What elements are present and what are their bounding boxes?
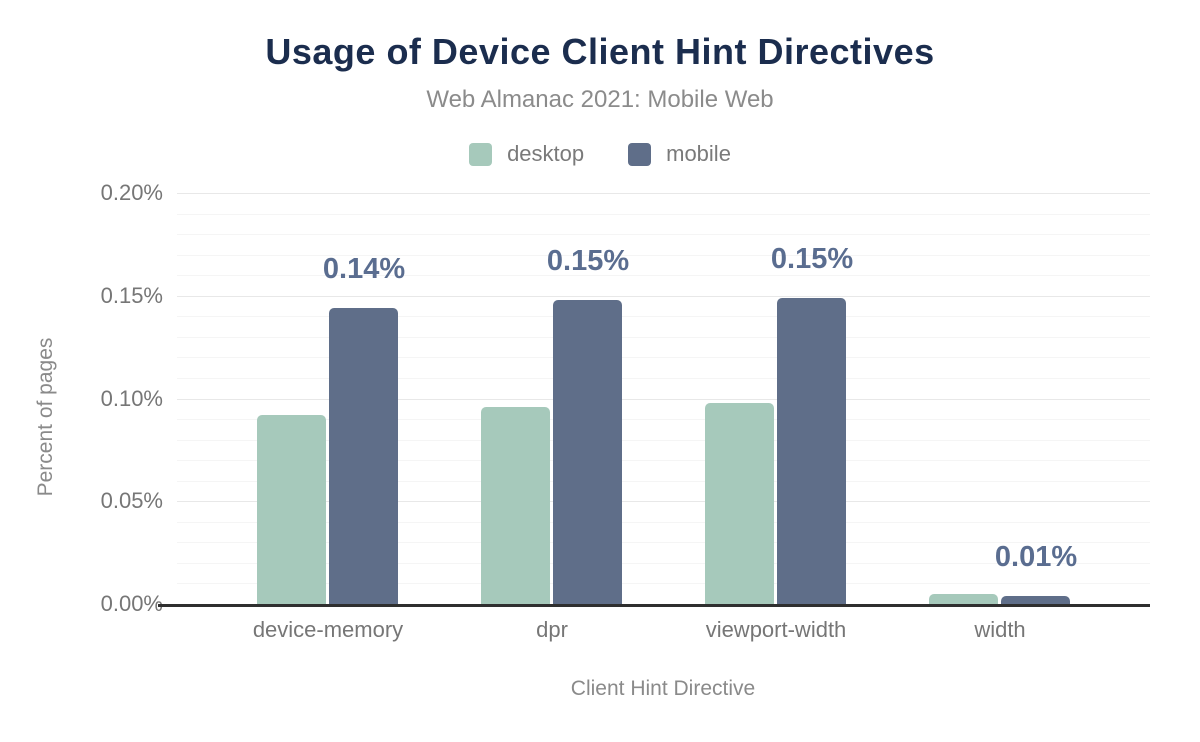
minor-gridline (177, 255, 1150, 256)
minor-gridline (177, 214, 1150, 215)
bar-value-label: 0.01% (994, 541, 1078, 573)
x-tick-label: dpr (536, 617, 568, 642)
minor-gridline (177, 316, 1150, 317)
x-axis-line (158, 604, 1150, 607)
desktop-swatch-icon (469, 142, 493, 166)
bar-desktop-dpr[interactable] (481, 407, 550, 604)
legend-label: desktop (507, 141, 585, 166)
y-tick-label: 0.00% (100, 591, 163, 616)
major-gridline (177, 399, 1150, 400)
legend-item-mobile[interactable]: mobile (628, 141, 731, 167)
chart-title: Usage of Device Client Hint Directives (265, 31, 935, 72)
y-tick-label: 0.10% (100, 386, 163, 411)
x-tick-label: viewport-width (705, 617, 847, 642)
bar-mobile-dpr[interactable] (553, 300, 622, 604)
minor-gridline (177, 357, 1150, 358)
bar-mobile-viewport-width[interactable] (777, 298, 846, 604)
bar-mobile-device-memory[interactable] (329, 308, 398, 604)
minor-gridline (177, 275, 1150, 276)
legend-label: mobile (666, 141, 731, 166)
major-gridline (177, 296, 1150, 297)
mobile-swatch-icon (628, 142, 652, 166)
major-gridline (177, 193, 1150, 194)
minor-gridline (177, 481, 1150, 482)
minor-gridline (177, 522, 1150, 523)
bar-value-label: 0.15% (546, 245, 630, 277)
bar-desktop-viewport-width[interactable] (705, 403, 774, 604)
legend-item-desktop[interactable]: desktop (469, 141, 584, 167)
y-tick-label: 0.15% (100, 283, 163, 308)
y-tick-label: 0.05% (100, 488, 163, 513)
minor-gridline (177, 378, 1150, 379)
minor-gridline (177, 460, 1150, 461)
x-tick-label: device-memory (252, 617, 404, 642)
minor-gridline (177, 542, 1150, 543)
y-tick-label: 0.20% (100, 180, 163, 205)
chart-subtitle: Web Almanac 2021: Mobile Web (426, 86, 774, 113)
x-tick-label: width (974, 617, 1026, 642)
major-gridline (177, 501, 1150, 502)
x-axis-title: Client Hint Directive (570, 677, 756, 700)
minor-gridline (177, 563, 1150, 564)
bar-value-label: 0.15% (770, 243, 854, 275)
minor-gridline (177, 583, 1150, 584)
minor-gridline (177, 234, 1150, 235)
minor-gridline (177, 337, 1150, 338)
bar-value-label: 0.14% (322, 253, 406, 285)
bar-desktop-device-memory[interactable] (257, 415, 326, 604)
legend: desktop mobile (0, 141, 1200, 167)
minor-gridline (177, 419, 1150, 420)
bar-desktop-width[interactable] (929, 594, 998, 604)
bar-mobile-width[interactable] (1001, 596, 1070, 604)
minor-gridline (177, 440, 1150, 441)
